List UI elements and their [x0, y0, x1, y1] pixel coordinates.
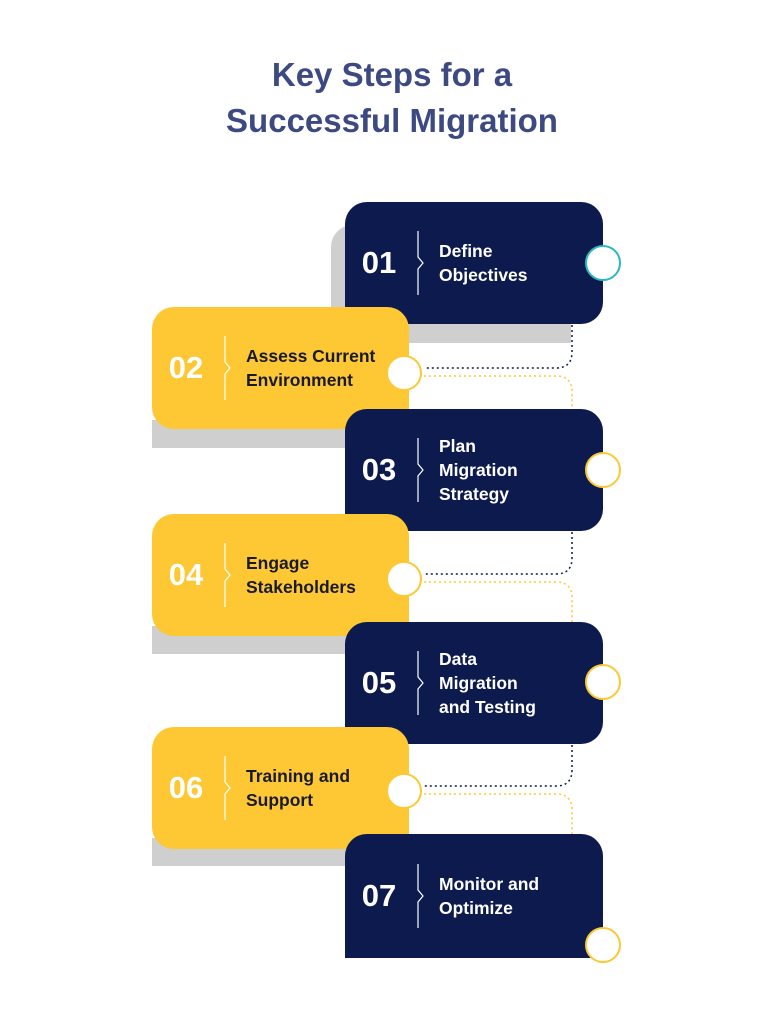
- divider-chevron: [417, 231, 427, 295]
- step-card-03: 03 Plan Migration Strategy: [345, 409, 603, 531]
- step-card-06: 06 Training and Support: [152, 727, 409, 849]
- connector-04-05: [424, 581, 573, 622]
- step-number: 05: [361, 665, 397, 700]
- step-number: 02: [168, 350, 204, 385]
- connector-06-07: [424, 793, 573, 834]
- title-line-1: Key Steps for a: [271, 56, 513, 93]
- divider-chevron: [417, 864, 427, 928]
- step-07-node: [585, 927, 621, 963]
- connector-05-06: [424, 745, 573, 787]
- step-label: Assess Current Environment: [246, 346, 376, 390]
- step-06-node: [386, 773, 422, 809]
- step-label: Monitor and Optimize: [439, 874, 540, 918]
- step-04-node: [386, 561, 422, 597]
- step-number: 06: [168, 770, 204, 805]
- step-label: Define Objectives: [439, 241, 528, 285]
- step-label: Engage Stakeholders: [246, 553, 356, 597]
- step-01-node: [585, 245, 621, 281]
- step-card-04: 04 Engage Stakeholders: [152, 514, 409, 636]
- page-title: Key Steps for a Successful Migration: [0, 52, 784, 144]
- divider-chevron: [224, 756, 234, 820]
- step-card-05: 05 Data Migration and Testing: [345, 622, 603, 744]
- step-label: Plan Migration Strategy: [439, 436, 518, 504]
- connector-03-04: [424, 532, 573, 575]
- divider-chevron: [224, 543, 234, 607]
- step-card-01: 01 Define Objectives: [345, 202, 603, 324]
- divider-chevron: [224, 336, 234, 400]
- step-03-node: [585, 452, 621, 488]
- step-number: 03: [361, 452, 397, 487]
- step-number: 01: [361, 245, 397, 280]
- step-card-07: 07 Monitor and Optimize: [345, 834, 603, 958]
- title-line-2: Successful Migration: [226, 102, 558, 139]
- step-02-node: [386, 355, 422, 391]
- step-label: Training and Support: [246, 766, 351, 810]
- step-card-02: 02 Assess Current Environment: [152, 307, 409, 429]
- connector-02-03: [424, 375, 573, 410]
- step-number: 07: [361, 878, 397, 913]
- step-05-node: [585, 664, 621, 700]
- step-label: Data Migration and Testing: [439, 649, 536, 717]
- step-number: 04: [168, 557, 204, 592]
- divider-chevron: [417, 438, 427, 502]
- divider-chevron: [417, 651, 427, 715]
